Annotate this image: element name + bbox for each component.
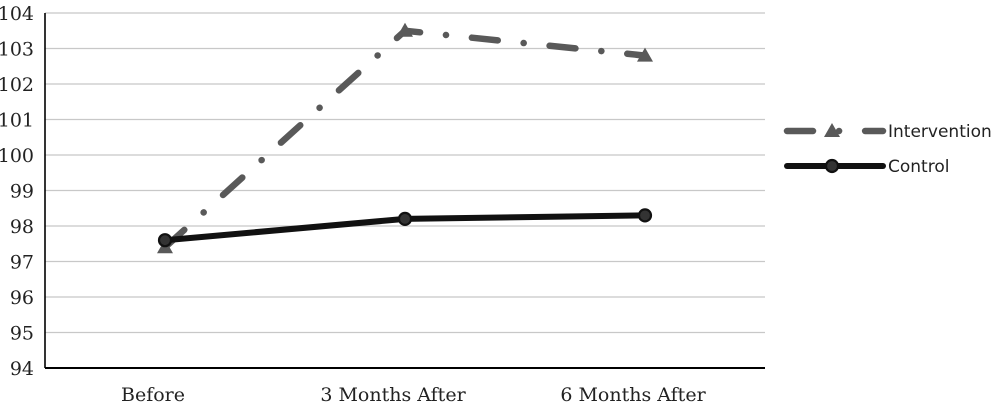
y-tick-label: 100	[0, 145, 34, 167]
legend-marker-control	[824, 158, 840, 174]
y-tick-label: 101	[0, 110, 34, 132]
data-point-intervention	[397, 22, 413, 37]
data-point-intervention	[637, 47, 653, 62]
y-tick-label: 102	[0, 74, 34, 96]
y-tick-label: 99	[10, 181, 34, 203]
x-tick-labels: Before 3 Months After 6 Months After	[121, 384, 707, 406]
y-tick-label: 95	[10, 323, 34, 345]
y-tick-label: 96	[10, 287, 34, 309]
axes	[44, 13, 765, 369]
legend-label-control: Control	[888, 157, 949, 177]
data-point-control	[157, 233, 173, 248]
y-tick-label: 104	[0, 3, 34, 25]
series-control	[157, 208, 653, 248]
legend-entry-control: Control	[784, 157, 949, 177]
x-tick-label: 6 Months After	[560, 384, 706, 406]
legend-entry-intervention: Intervention	[783, 122, 992, 142]
series	[157, 22, 653, 254]
y-tick-labels: 94 95 96 97 98 99 100 101 102 103 104	[0, 3, 34, 380]
legend-label-intervention: Intervention	[888, 122, 992, 142]
y-tick-label: 103	[0, 39, 34, 61]
y-tick-label: 98	[10, 216, 34, 238]
x-tick-label: Before	[121, 384, 185, 406]
legend: Intervention Control	[783, 122, 992, 177]
y-tick-label: 94	[10, 358, 34, 380]
gridlines	[45, 12, 765, 334]
y-tick-label: 97	[10, 252, 34, 274]
x-tick-label: 3 Months After	[320, 384, 466, 406]
legend-marker-intervention	[824, 123, 840, 137]
data-point-control	[637, 208, 653, 223]
data-point-control	[397, 211, 413, 226]
